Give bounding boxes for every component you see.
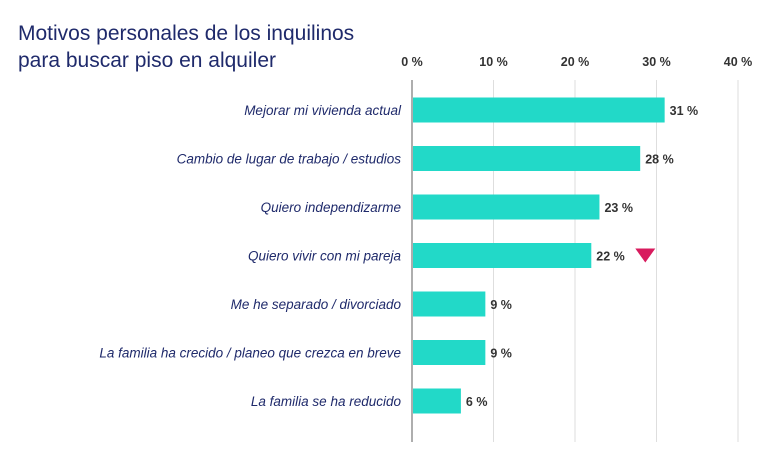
value-label: 6 % — [466, 395, 488, 409]
x-tick-label: 20 % — [561, 55, 590, 69]
x-tick-label: 40 % — [724, 55, 753, 69]
value-label: 9 % — [490, 298, 512, 312]
category-label: Cambio de lugar de trabajo / estudios — [177, 152, 402, 167]
category-label: La familia ha crecido / planeo que crezc… — [99, 346, 401, 361]
category-label: Quiero independizarme — [261, 200, 401, 215]
bar — [413, 291, 486, 317]
bar — [413, 388, 461, 414]
value-label: 31 % — [670, 104, 699, 118]
value-label: 28 % — [645, 153, 674, 167]
value-label: 22 % — [596, 250, 625, 264]
value-label: 9 % — [490, 347, 512, 361]
chart-title-line-2: para buscar piso en alquiler — [18, 49, 276, 72]
value-label: 23 % — [604, 201, 633, 215]
category-label: La familia se ha reducido — [251, 394, 402, 409]
chart-title-line-1: Motivos personales de los inquilinos — [18, 22, 355, 45]
x-tick-label: 10 % — [479, 55, 508, 69]
x-tick-label: 0 % — [401, 55, 423, 69]
bar — [413, 194, 600, 220]
x-tick-label: 30 % — [642, 55, 671, 69]
chart-title: Motivos personales de los inquilinos par… — [18, 20, 354, 74]
category-label: Mejorar mi vivienda actual — [244, 103, 402, 118]
bar — [413, 243, 592, 268]
bar — [413, 146, 641, 171]
category-label: Me he separado / divorciado — [231, 297, 402, 312]
bar — [413, 97, 665, 123]
category-label: Quiero vivir con mi pareja — [248, 249, 402, 264]
down-triangle-icon — [635, 248, 656, 263]
bar — [413, 340, 486, 365]
